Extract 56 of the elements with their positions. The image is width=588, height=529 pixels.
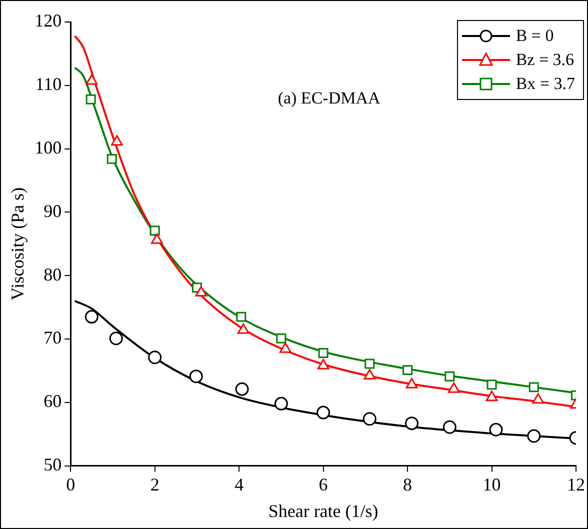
point <box>106 154 117 164</box>
y-tick-label: 110 <box>35 74 62 94</box>
point <box>274 396 288 410</box>
x-tick-label: 10 <box>482 474 501 494</box>
point <box>84 310 98 324</box>
x-tick-label: 12 <box>567 474 585 494</box>
point <box>150 226 160 236</box>
legend-label: Bz = 3.6 <box>516 49 574 71</box>
y-tick-label: 120 <box>34 10 62 31</box>
point <box>316 406 330 420</box>
point <box>236 312 246 322</box>
y-axis-title: Viscosity (Pa s) <box>8 187 28 300</box>
x-tick-label: 4 <box>234 474 244 494</box>
point <box>489 422 503 436</box>
point <box>527 429 541 443</box>
x-tick-label: 0 <box>66 474 76 494</box>
point <box>406 378 418 388</box>
point <box>86 94 96 104</box>
point <box>442 420 456 434</box>
point <box>279 342 292 353</box>
point <box>404 416 418 430</box>
y-tick-label: 100 <box>34 138 62 158</box>
point <box>318 348 328 358</box>
point <box>362 412 376 426</box>
point <box>444 371 455 382</box>
point <box>109 332 123 346</box>
x-tick-label: 8 <box>403 474 412 494</box>
legend-label: B = 0 <box>516 25 554 47</box>
y-tick-label: 60 <box>44 391 62 412</box>
point <box>189 370 203 384</box>
x-axis-title: Shear rate (1/s) <box>268 500 378 521</box>
point <box>402 365 413 376</box>
point <box>150 233 163 244</box>
point <box>532 393 544 404</box>
point <box>448 382 460 393</box>
x-tick-label: 6 <box>318 474 328 494</box>
annotation: (a) EC-DMAA <box>278 88 381 108</box>
point <box>237 323 250 334</box>
y-tick-label: 90 <box>44 200 62 221</box>
point <box>364 369 376 380</box>
point <box>148 350 162 364</box>
y-tick-label: 50 <box>44 454 62 475</box>
point <box>486 380 497 390</box>
point <box>276 333 286 344</box>
point <box>528 382 539 392</box>
y-tick-label: 70 <box>44 328 62 348</box>
point <box>317 358 330 370</box>
point <box>110 135 123 146</box>
y-tick-label: 80 <box>44 264 62 284</box>
point <box>235 382 249 396</box>
point <box>364 358 375 369</box>
point <box>86 74 98 85</box>
x-tick-label: 2 <box>150 474 160 494</box>
legend-label: Bx = 3.7 <box>516 73 575 95</box>
point <box>195 286 208 296</box>
point <box>486 390 498 402</box>
